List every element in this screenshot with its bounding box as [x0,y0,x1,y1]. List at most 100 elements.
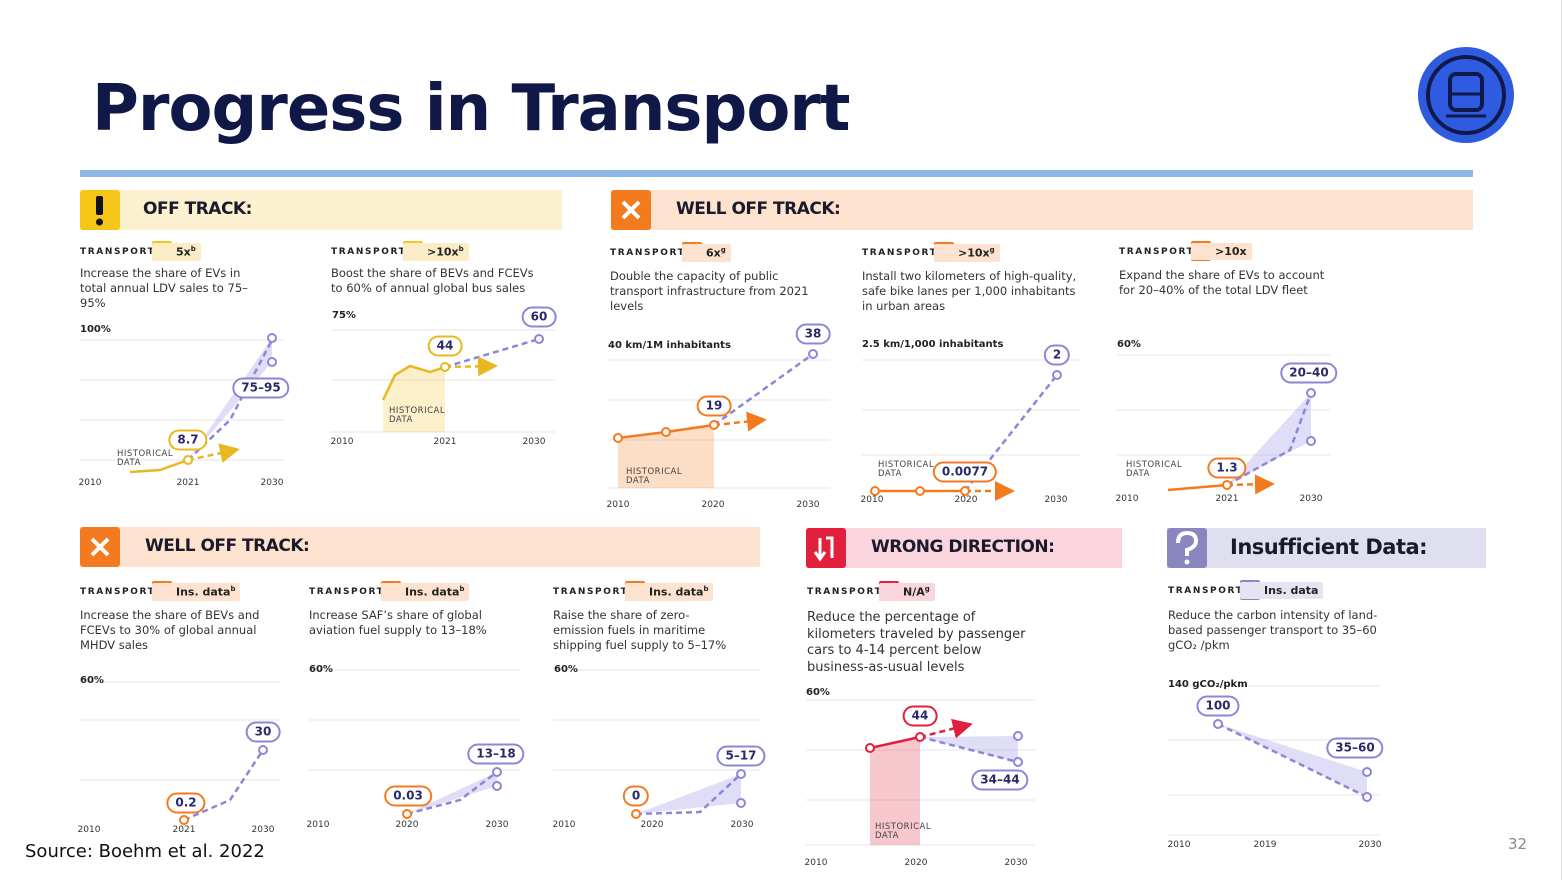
value-callout: 13–18 [467,743,525,765]
status-label: Insufficient Data: [1230,535,1428,559]
target-badge: >10xg [934,244,1000,262]
trend-line [129,458,189,474]
x-tick-label: 2021 [172,825,196,835]
trend-line [187,443,240,463]
axis-label: 60% [554,664,578,675]
value-callout: 0 [622,785,650,807]
value-callout: 20–40 [1280,362,1338,384]
point [808,349,818,359]
value-callout: 34–44 [971,769,1029,791]
axis-label: 100% [80,324,111,335]
x-tick-label: 2010 [1167,840,1191,850]
value-callout: 0.2 [166,792,206,814]
footnote-mark: b [703,585,709,593]
target-description: Raise the share of zero-emission fuels i… [553,608,727,652]
axis-label: 60% [1117,339,1141,350]
badge-text: Ins. data [176,585,231,599]
target-description: Reduce the percentage of kilometers trav… [807,610,1026,675]
category-tag: TRANSPORT [331,247,407,257]
x-tick-label: 2021 [176,478,200,488]
slide-title: Progress in Transport [92,72,850,146]
axis-label: 140 gCO₂/pkm [1168,679,1248,690]
point [915,486,925,496]
value-callout: 60 [521,306,557,328]
trend-line [869,735,921,750]
badge-text: 6x [706,246,721,260]
value-callout: 35–60 [1326,737,1384,759]
value-callout: 38 [795,323,831,345]
point [258,745,268,755]
point [1013,757,1023,767]
x-tick-label: 2020 [904,858,928,868]
target-badge: 6xg [682,244,731,262]
status-label: OFF TRACK: [143,199,252,219]
badge-text: Ins. data [405,585,460,599]
point [915,732,925,742]
trend-line [1217,722,1368,799]
historical-label: HISTORICAL DATA [1126,460,1183,479]
trend-line [1226,392,1313,487]
x-tick-label: 2030 [485,820,509,830]
trend-line [713,411,767,432]
point [179,815,189,825]
trend-line [919,735,1019,764]
trend-line [183,749,265,822]
divider [80,170,1473,177]
point [865,743,875,753]
trend-line [713,352,814,427]
point [631,809,641,819]
category-tag: TRANSPORT [610,248,686,258]
x-tick-label: 2030 [251,825,275,835]
point [440,362,450,372]
value-callout: 5–17 [716,745,766,767]
point [183,455,193,465]
x-tick-label: 2010 [804,858,828,868]
history-area [383,366,445,432]
footnote-mark: b [459,585,465,593]
trend-line [444,337,540,369]
point [1362,767,1372,777]
value-callout: 8.7 [168,429,208,451]
target-badge: Ins. data [1240,582,1324,599]
axis-label: 60% [309,664,333,675]
status-label: WELL OFF TRACK: [676,199,841,219]
value-callout: 0.0077 [932,461,998,483]
target-description: Install two kilometers of high-quality, … [862,269,1077,313]
historical-label: HISTORICAL DATA [875,822,932,841]
point [492,781,502,791]
category-tag: TRANSPORT [862,248,938,258]
projection-band [636,774,741,814]
point [960,486,970,496]
x-tick-label: 2010 [78,478,102,488]
x-tick-label: 2019 [1253,840,1277,850]
badge-text: >10x [1215,245,1247,258]
projection-band [407,772,497,814]
value-callout: 1.3 [1207,457,1247,479]
axis-label: 2.5 km/1,000 inhabitants [862,339,1004,350]
status-icon [806,528,846,568]
x-tick-label: 2030 [1358,840,1382,850]
target-badge: 5xb [152,243,201,261]
point [613,433,623,443]
target-badge: Ins. datab [625,583,714,601]
point [870,486,880,496]
target-badge: Ins. datab [381,583,470,601]
badge-text: Ins. data [649,585,704,599]
x-tick-label: 2020 [395,820,419,830]
footnote-mark: g [989,246,995,254]
footnote-mark: b [458,245,464,253]
trend-line [444,356,498,377]
x-tick-label: 2030 [1004,858,1028,868]
footnote-mark: b [230,585,236,593]
status-label: WRONG DIRECTION: [871,537,1055,557]
x-tick-label: 2020 [701,500,725,510]
value-callout: 44 [902,705,938,727]
point [1306,388,1316,398]
value-callout: 30 [245,721,281,743]
value-callout: 75–95 [232,377,290,399]
point [661,427,671,437]
badge-text: >10x [427,245,459,259]
x-tick-label: 2010 [606,500,630,510]
